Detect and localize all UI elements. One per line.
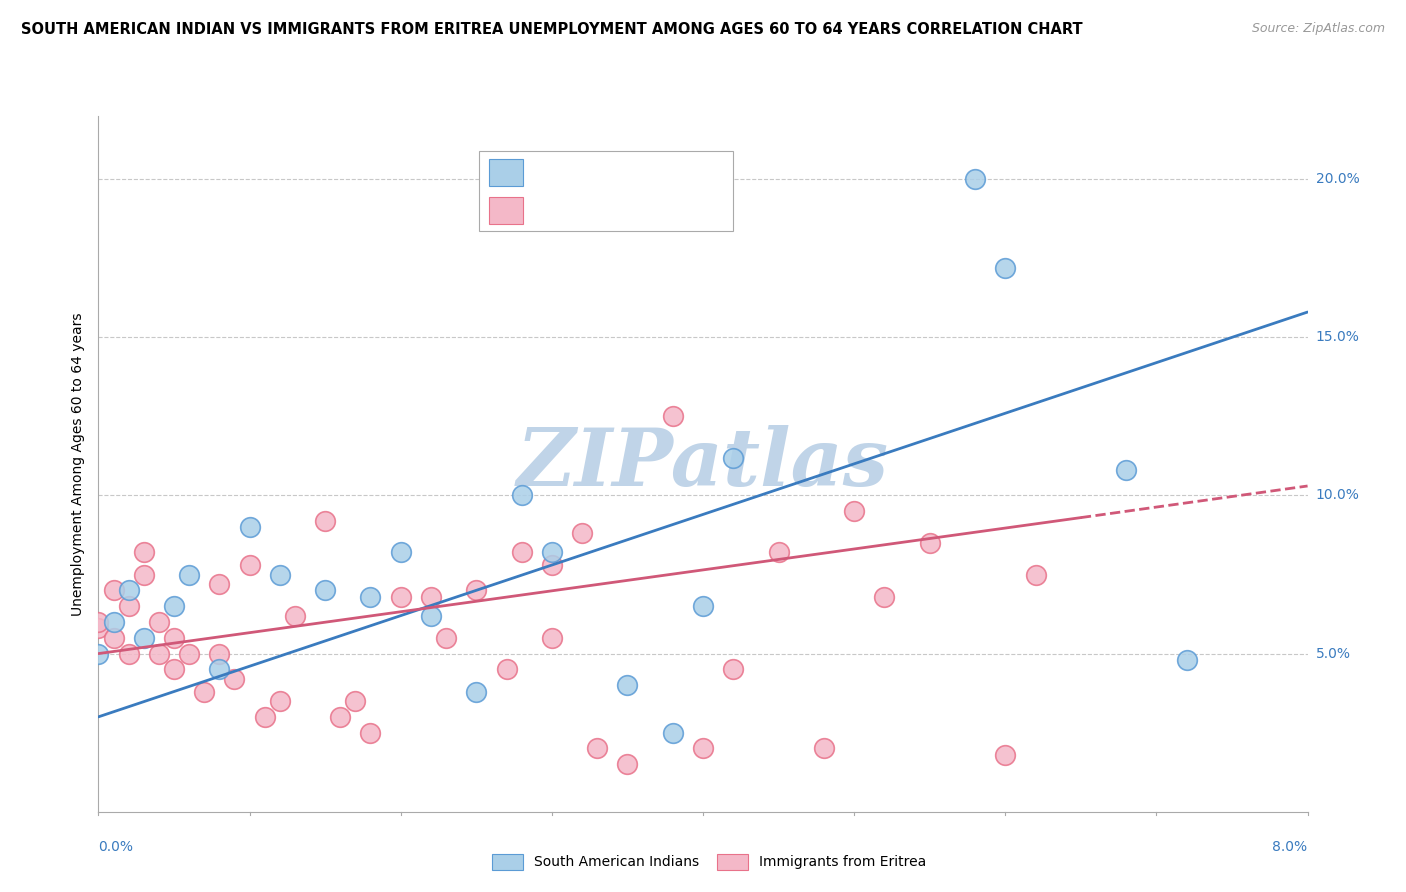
Text: 15.0%: 15.0% [1316,330,1360,344]
Text: 20.0%: 20.0% [1316,172,1360,186]
Point [87,621,110,635]
Point [465,583,488,598]
Point [87,647,110,661]
Point [118,647,141,661]
Point [616,678,638,692]
Point [586,741,609,756]
Point [179,567,201,582]
Point [1024,567,1046,582]
Point [661,725,683,739]
Point [419,608,441,623]
Point [208,577,231,591]
FancyBboxPatch shape [489,197,523,224]
Point [269,694,291,708]
Point [873,590,896,604]
Point [616,757,638,772]
Point [163,662,186,676]
Point [994,747,1017,762]
Point [344,694,367,708]
Point [965,172,987,186]
Text: 8.0%: 8.0% [1272,839,1308,854]
Text: R = 0.620   N = 24: R = 0.620 N = 24 [537,165,693,180]
Point [269,567,291,582]
Point [389,590,412,604]
Point [540,558,562,572]
Point [1115,463,1137,477]
Point [163,631,186,645]
Text: SOUTH AMERICAN INDIAN VS IMMIGRANTS FROM ERITREA UNEMPLOYMENT AMONG AGES 60 TO 6: SOUTH AMERICAN INDIAN VS IMMIGRANTS FROM… [21,22,1083,37]
Point [389,545,412,559]
Y-axis label: Unemployment Among Ages 60 to 64 years: Unemployment Among Ages 60 to 64 years [72,312,86,615]
Point [314,514,336,528]
Point [239,558,262,572]
Point [132,545,155,559]
Point [314,583,336,598]
Point [118,583,141,598]
Point [224,672,246,686]
Point [540,545,562,559]
Point [163,599,186,614]
Point [208,662,231,676]
Text: ZIPatlas: ZIPatlas [517,425,889,502]
Point [148,647,170,661]
Point [103,631,125,645]
Point [510,545,533,559]
Point [571,526,593,541]
Point [284,608,307,623]
Point [179,647,201,661]
Point [253,710,276,724]
Point [103,615,125,629]
Text: 10.0%: 10.0% [1316,489,1360,502]
Point [87,615,110,629]
Point [723,662,745,676]
Point [329,710,352,724]
Text: Immigrants from Eritrea: Immigrants from Eritrea [759,855,927,869]
Point [103,583,125,598]
Text: 0.0%: 0.0% [98,839,134,854]
Text: R = 0.374   N = 46: R = 0.374 N = 46 [537,203,693,218]
Point [692,741,714,756]
Point [768,545,790,559]
Point [495,662,517,676]
Point [661,409,683,424]
Point [359,725,381,739]
Point [994,260,1017,275]
FancyBboxPatch shape [479,151,734,231]
Point [132,567,155,582]
Point [148,615,170,629]
Text: South American Indians: South American Indians [534,855,699,869]
Point [419,590,441,604]
Point [132,631,155,645]
Point [844,504,866,518]
Point [723,450,745,465]
Point [465,684,488,698]
Point [434,631,457,645]
Point [208,647,231,661]
Point [239,520,262,534]
Point [193,684,215,698]
Point [118,599,141,614]
Point [540,631,562,645]
Point [918,536,941,550]
Text: 5.0%: 5.0% [1316,647,1351,661]
Point [1175,653,1198,667]
Point [813,741,835,756]
Point [692,599,714,614]
Point [510,488,533,502]
Text: Source: ZipAtlas.com: Source: ZipAtlas.com [1251,22,1385,36]
Point [359,590,381,604]
FancyBboxPatch shape [489,159,523,186]
